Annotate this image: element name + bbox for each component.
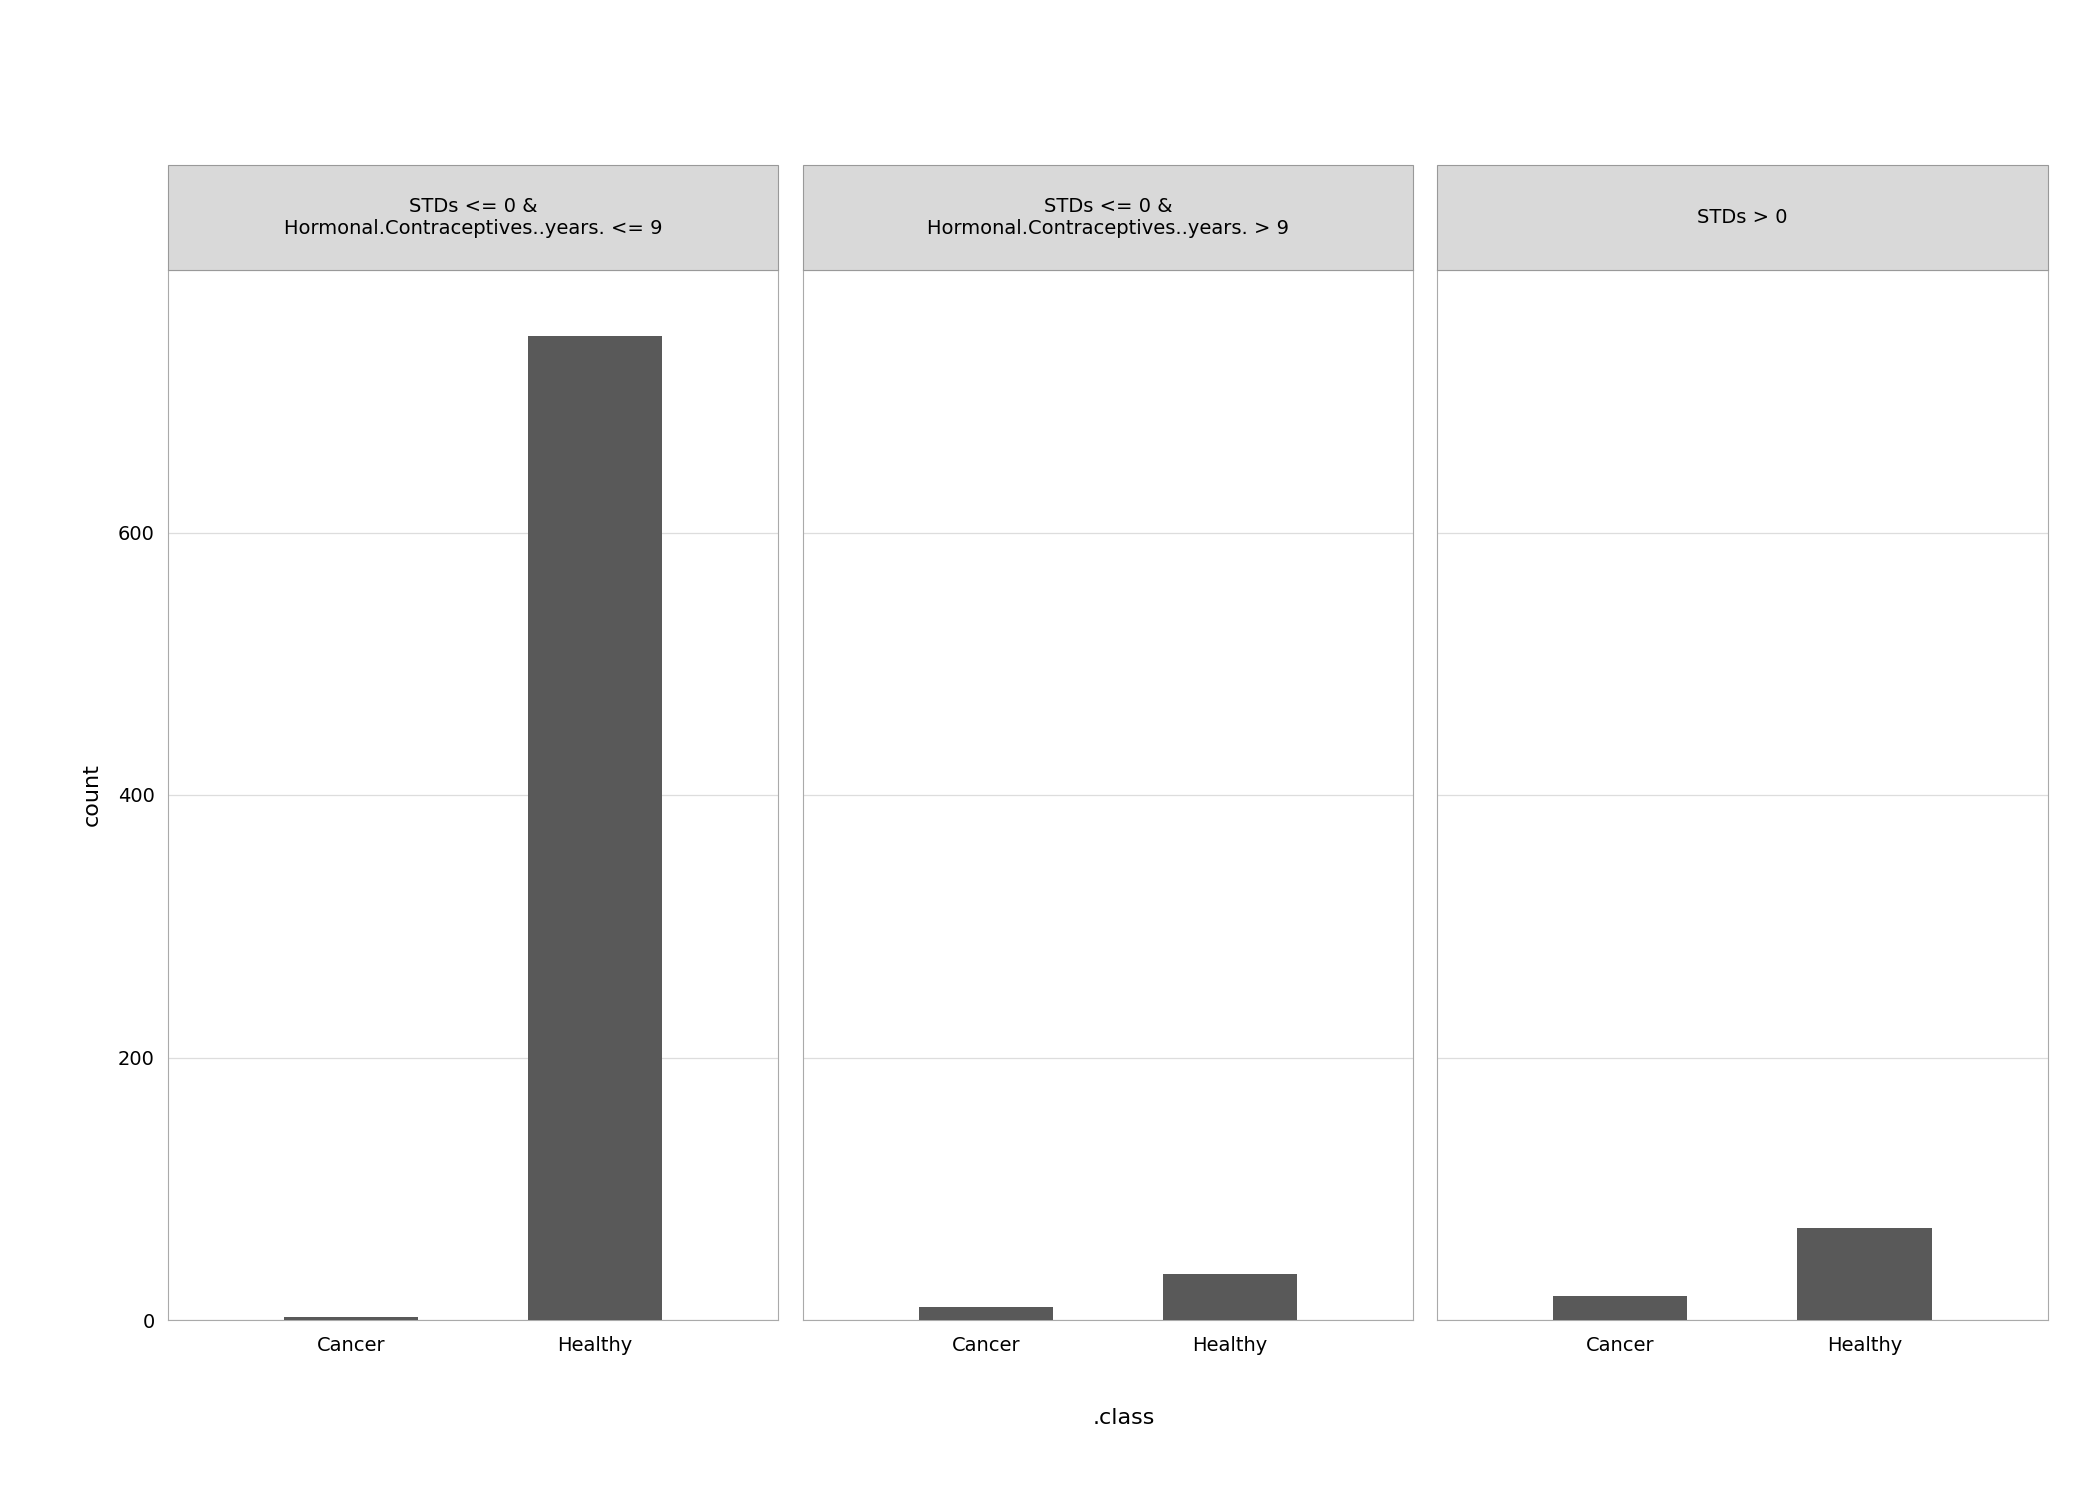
Bar [284,1317,418,1320]
Text: STDs <= 0 &
Hormonal.Contraceptives..years. > 9: STDs <= 0 & Hormonal.Contraceptives..yea… [926,196,1289,238]
Text: STDs <= 0 &
Hormonal.Contraceptives..years. <= 9: STDs <= 0 & Hormonal.Contraceptives..yea… [284,196,662,238]
FancyBboxPatch shape [1436,165,2048,270]
Y-axis label: count: count [82,764,101,826]
Bar [1798,1228,1932,1320]
FancyBboxPatch shape [802,165,1413,270]
Bar [918,1306,1052,1320]
Text: STDs > 0: STDs > 0 [1697,209,1787,226]
FancyBboxPatch shape [168,165,779,270]
Bar [1163,1274,1298,1320]
Bar [1554,1296,1688,1320]
Bar [527,336,662,1320]
Text: .class: .class [1092,1407,1155,1428]
